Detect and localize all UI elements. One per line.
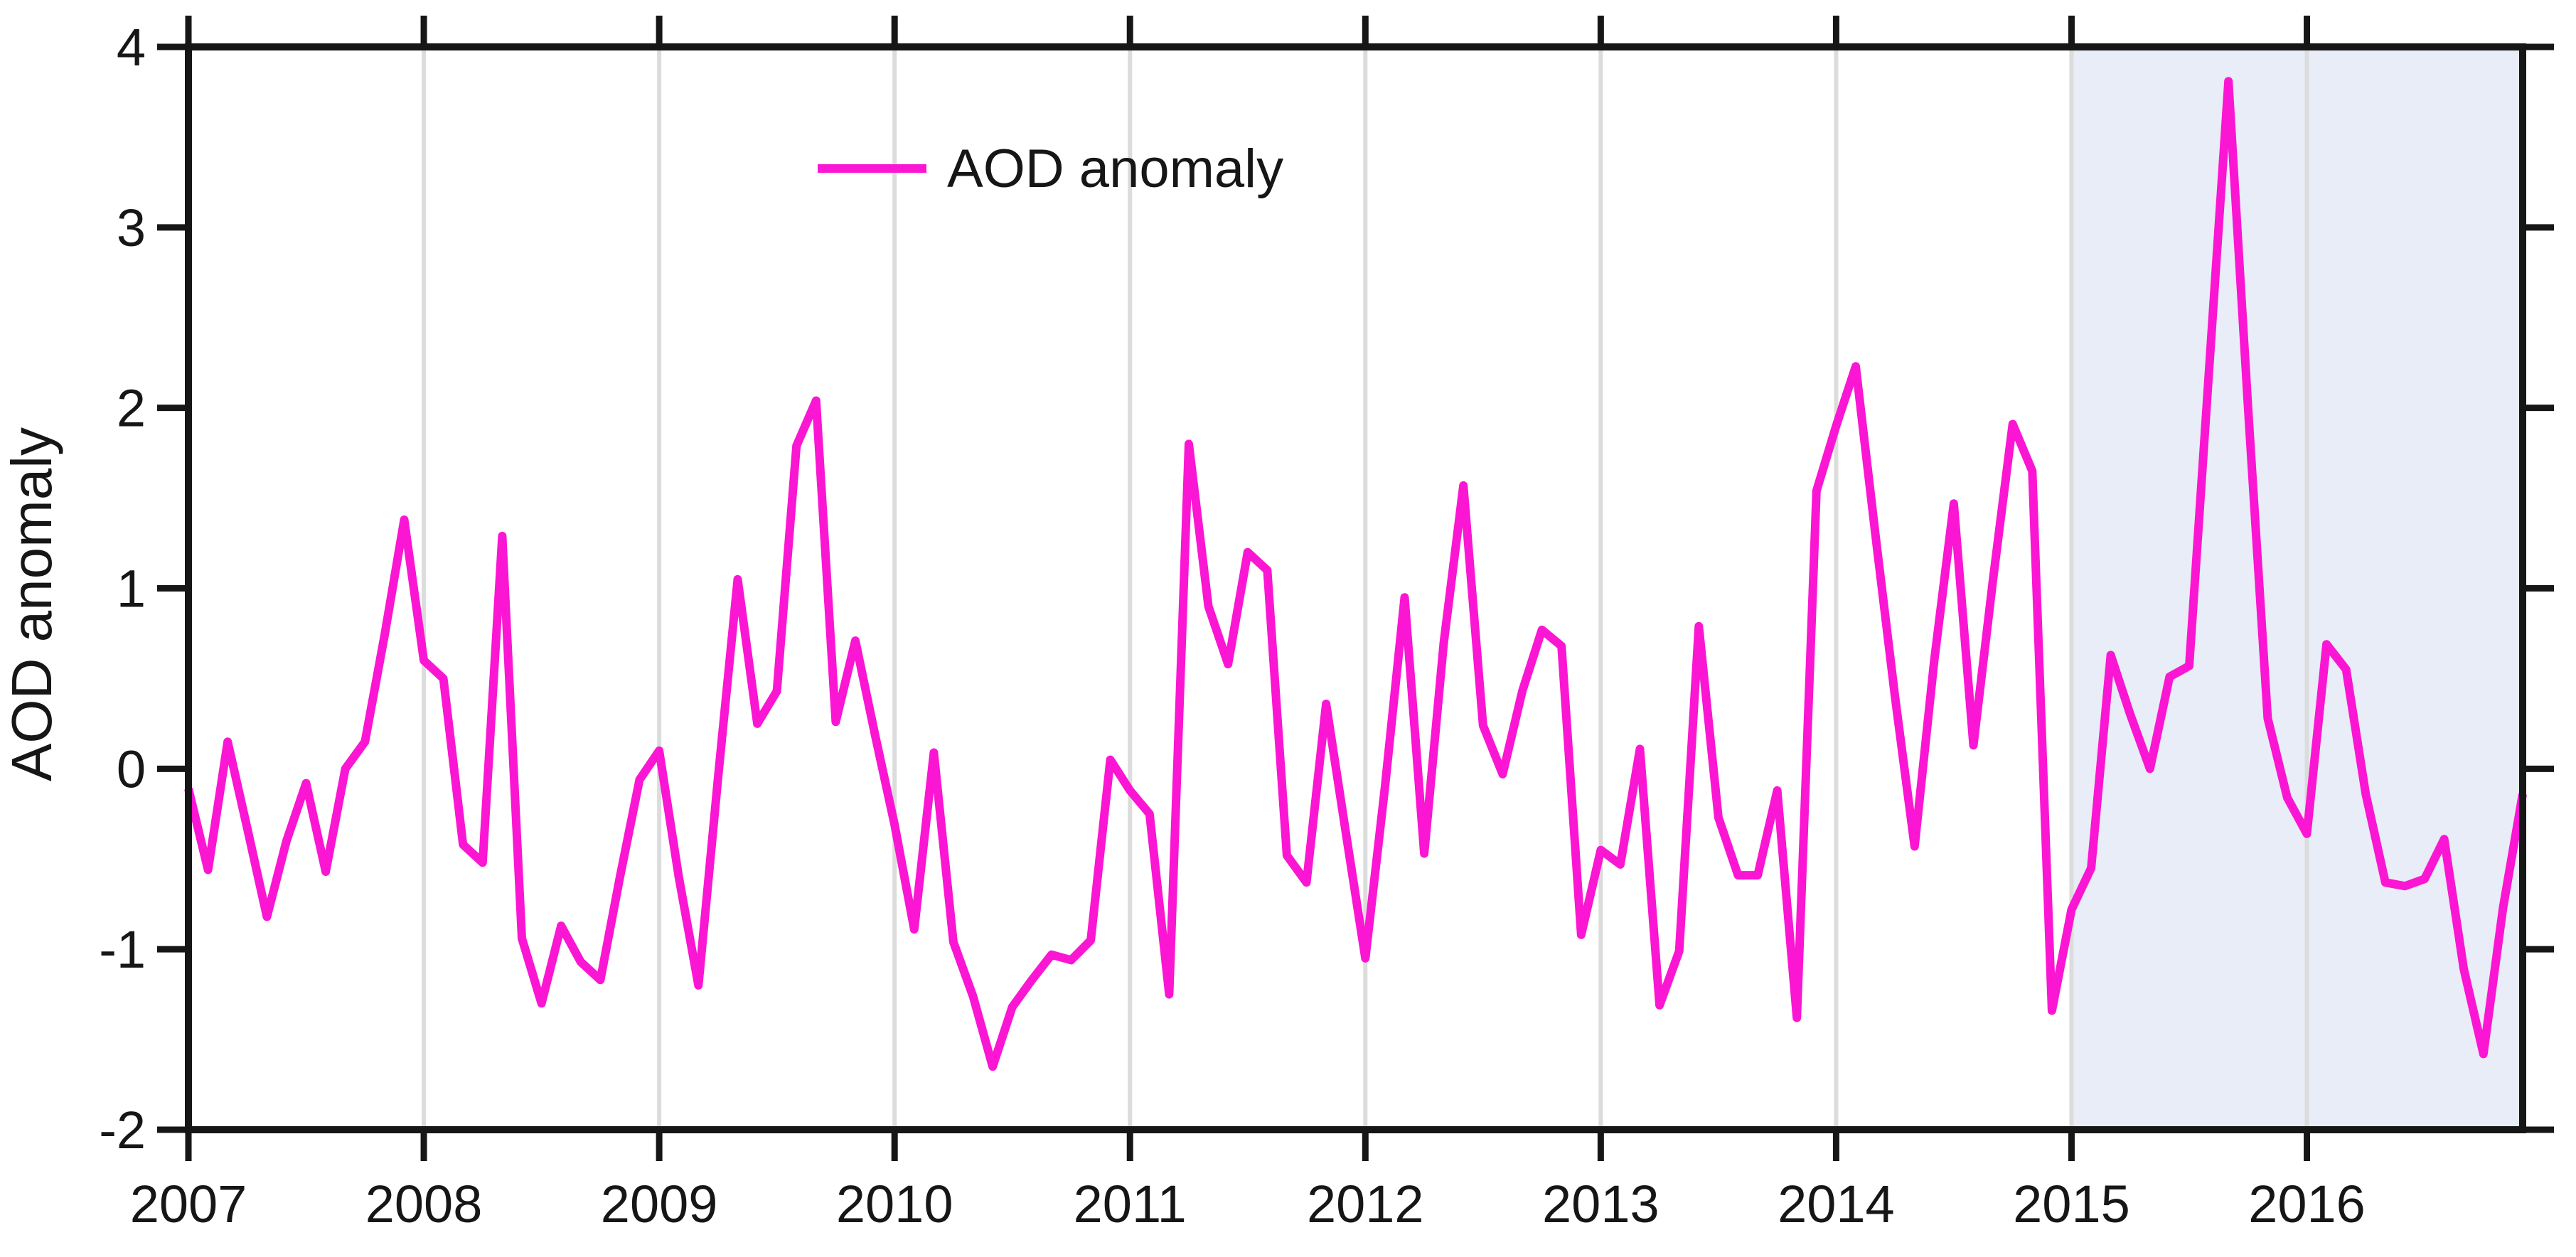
y-axis-title: AOD anomaly [0,427,63,781]
x-tick-label: 2012 [1307,1175,1424,1234]
x-tick-label: 2010 [836,1175,953,1234]
y-tick-label: 4 [117,18,146,77]
aod-anomaly-data-line [184,77,2527,1071]
y-tick-label: 1 [117,560,146,619]
x-tick-label: 2009 [601,1175,718,1234]
x-tick-label: 2014 [1778,1175,1895,1234]
x-tick-label: 2013 [1542,1175,1660,1234]
series-layer [184,77,2527,1071]
legend: AOD anomaly [818,139,1283,199]
y-tick-label: 2 [117,379,146,438]
y-tick-label: -2 [99,1101,146,1160]
x-tick-label: 2016 [2248,1175,2366,1234]
x-tick-label: 2007 [130,1175,247,1234]
y-tick-label: 3 [117,198,146,257]
gridline-layer [422,47,2309,1130]
x-tick-label: 2008 [365,1175,483,1234]
x-tick-label: 2011 [1074,1175,1187,1234]
y-tick-label: -1 [99,920,146,979]
highlight-region-2015-2016 [2071,47,2523,1130]
highlight-layer [2071,47,2523,1130]
y-tick-label: 0 [117,739,146,798]
x-tick-label: 2015 [2013,1175,2130,1234]
tick-label-layer: 2007 2008 2009 2010 2011 2012 2013 2014 2015 2016… [99,18,2366,1234]
axes-layer [157,16,2554,1161]
legend-label: AOD anomaly [947,139,1283,199]
